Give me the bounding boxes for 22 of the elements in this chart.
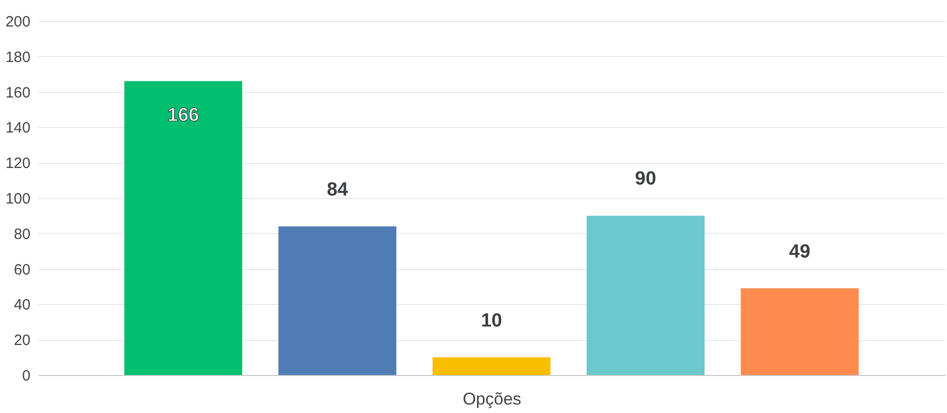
bar (124, 81, 242, 375)
data-label: 90 (635, 168, 656, 190)
y-tick-label: 0 (22, 368, 30, 384)
y-tick-label: 80 (14, 226, 30, 243)
y-tick-label: 120 (5, 155, 30, 172)
bar (432, 357, 550, 375)
bar (278, 226, 396, 375)
data-label: 84 (326, 179, 348, 200)
y-tick-label: 60 (14, 261, 30, 278)
y-tick-label: 160 (5, 84, 30, 102)
data-label: 166 (167, 105, 200, 126)
y-tick-label: 20 (14, 332, 30, 350)
bar (586, 216, 705, 375)
y-tick-label: 40 (14, 296, 30, 314)
y-tick-label: 140 (5, 120, 30, 137)
y-tick-label: 180 (5, 48, 30, 66)
data-label: 10 (480, 310, 502, 332)
bar (740, 288, 859, 375)
x-axis-title: Opções (462, 390, 522, 408)
y-tick-label: 100 (5, 190, 30, 208)
data-label: 49 (789, 241, 810, 262)
y-tick-label: 200 (5, 14, 30, 30)
